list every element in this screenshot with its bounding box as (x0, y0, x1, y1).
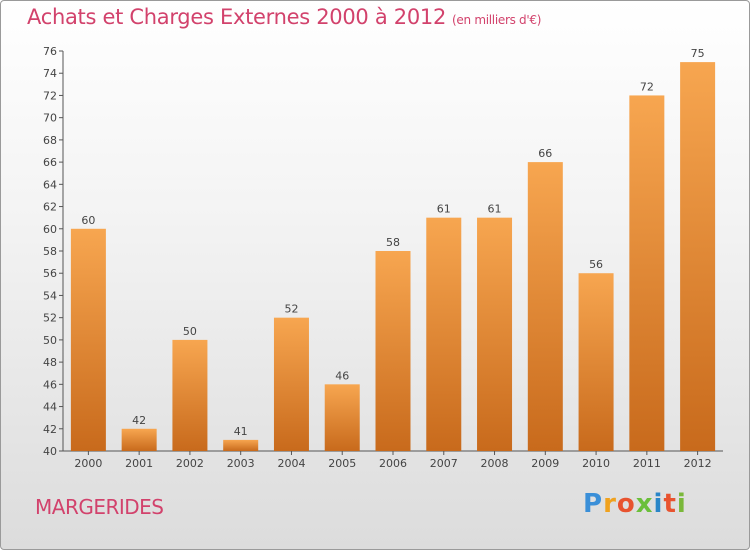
bars: 60 42 50 41 52 46 58 61 61 66 56 72 75 (70, 47, 716, 451)
y-tick-label: 68 (43, 134, 57, 147)
bar-2002 (172, 339, 208, 451)
bar-2008 (477, 217, 513, 451)
bar-value-label: 60 (81, 214, 95, 227)
x-tick-label: 2008 (481, 457, 509, 470)
logo-letter: i (676, 489, 687, 519)
bar-value-label: 72 (640, 80, 654, 93)
bar-2000 (70, 228, 106, 451)
bar-2001 (121, 428, 157, 451)
y-tick-label: 54 (43, 289, 57, 302)
y-tick-label: 46 (43, 378, 57, 391)
bar-value-label: 61 (437, 203, 451, 216)
commune-name: MARGERIDES (35, 495, 164, 519)
y-tick-label: 52 (43, 312, 57, 325)
y-tick-label: 56 (43, 267, 57, 280)
proxiti-logo: Proxiti (583, 489, 687, 519)
bar-value-label: 75 (691, 47, 705, 60)
bar-2012 (680, 62, 716, 451)
y-tick-label: 76 (43, 45, 57, 58)
x-tick-label: 2010 (582, 457, 610, 470)
bar-value-label: 56 (589, 258, 603, 271)
logo-letter: x (635, 489, 654, 519)
x-tick-label: 2009 (531, 457, 559, 470)
logo-letter: r (603, 489, 617, 519)
bar-value-label: 50 (183, 325, 197, 338)
x-tick-label: 2005 (328, 457, 356, 470)
y-tick-label: 66 (43, 156, 57, 169)
y-tick-label: 64 (43, 178, 57, 191)
logo-letter: P (583, 489, 604, 519)
axes: 40 42 44 46 48 50 52 54 56 58 60 62 64 66 68 70 72 74 76 20… (43, 45, 723, 470)
chart-title-text: Achats et Charges Externes 2000 à 2012 (27, 5, 447, 29)
y-tick-label: 44 (43, 401, 57, 414)
logo-letter: o (616, 489, 636, 519)
bar-2005 (324, 384, 360, 451)
bar-value-label: 46 (335, 369, 349, 382)
bar-value-label: 61 (488, 203, 502, 216)
bar-2006 (375, 251, 411, 451)
y-tick-label: 42 (43, 423, 57, 436)
bar-value-label: 52 (284, 303, 298, 316)
x-tick-label: 2012 (684, 457, 712, 470)
y-tick-label: 70 (43, 112, 57, 125)
y-tick-label: 58 (43, 245, 57, 258)
chart-subtitle: (en milliers d'€) (452, 13, 542, 27)
logo-letter: t (663, 489, 677, 519)
y-tick-label: 50 (43, 334, 57, 347)
x-tick-label: 2002 (176, 457, 204, 470)
y-tick-label: 62 (43, 201, 57, 214)
bar-value-label: 41 (234, 425, 248, 438)
y-tick-label: 72 (43, 89, 57, 102)
bar-value-label: 58 (386, 236, 400, 249)
y-tick-label: 48 (43, 356, 57, 369)
bar-2004 (273, 317, 309, 451)
x-tick-label: 2001 (125, 457, 153, 470)
y-tick-label: 74 (43, 67, 57, 80)
logo-letter: i (653, 489, 664, 519)
bar-2011 (629, 95, 665, 451)
bar-2009 (527, 162, 563, 451)
bar-value-label: 42 (132, 414, 146, 427)
y-tick-label: 40 (43, 445, 57, 458)
x-tick-label: 2006 (379, 457, 407, 470)
x-tick-label: 2000 (74, 457, 102, 470)
bar-2003 (223, 439, 259, 451)
x-tick-label: 2003 (227, 457, 255, 470)
y-tick-label: 60 (43, 223, 57, 236)
bar-2007 (426, 217, 462, 451)
x-tick-label: 2011 (633, 457, 661, 470)
chart-title: Achats et Charges Externes 2000 à 2012 (e… (27, 5, 541, 29)
x-tick-label: 2004 (277, 457, 305, 470)
x-tick-label: 2007 (430, 457, 458, 470)
bar-value-label: 66 (538, 147, 552, 160)
bar-2010 (578, 273, 614, 451)
